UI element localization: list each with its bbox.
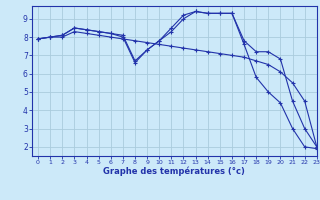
X-axis label: Graphe des températures (°c): Graphe des températures (°c) — [103, 167, 245, 176]
